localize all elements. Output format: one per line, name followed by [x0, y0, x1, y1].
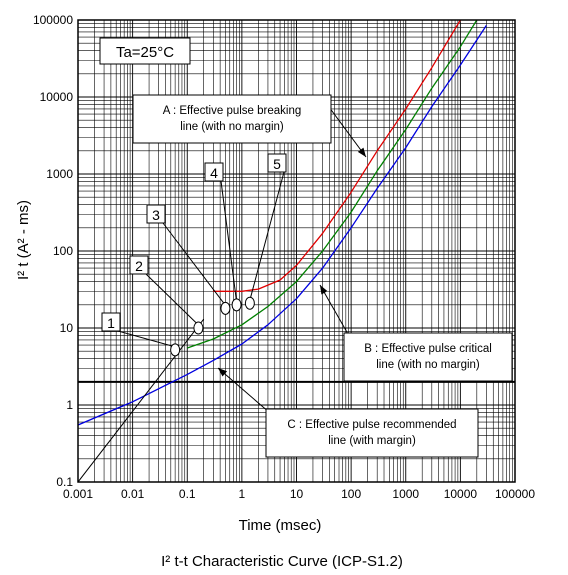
annotation-leader	[217, 367, 271, 414]
annotation-leader	[328, 106, 367, 158]
marker-box	[204, 162, 224, 182]
marker-leader	[220, 180, 238, 302]
series-group	[78, 20, 487, 482]
marker-label: 2	[135, 258, 143, 274]
annotation-text: B : Effective pulse critical	[364, 343, 492, 355]
x-tick-label: 0.01	[121, 487, 145, 501]
y-tick-label: 10	[60, 321, 74, 335]
marker-label: 4	[210, 165, 218, 181]
annotation-text: line (with no margin)	[376, 359, 480, 371]
marker-point	[231, 298, 242, 312]
y-tick-label: 1	[66, 398, 73, 412]
y-tick-label: 10000	[40, 90, 74, 104]
annotation-text: line (with no margin)	[180, 121, 284, 133]
annotation-arrowhead	[320, 285, 328, 295]
annotation-box	[343, 332, 513, 382]
annotation-text: C : Effective pulse recommended	[287, 419, 456, 431]
annotations-group: A : Effective pulse breaking line (with n…	[132, 94, 513, 458]
x-tick-label: 1	[239, 487, 246, 501]
marker-box	[146, 204, 166, 224]
condition-box-rect	[99, 37, 191, 65]
chart-title: I² t-t Characteristic Curve (ICP-S1.2)	[161, 553, 403, 570]
series-line-b	[187, 20, 478, 349]
annotation-box	[132, 94, 332, 144]
marker-point	[220, 301, 231, 315]
y-axis-label: I² t (A² - ms)	[15, 200, 32, 280]
marker-leader	[145, 273, 199, 326]
series-line-c	[78, 25, 487, 426]
annotation-text: A : Effective pulse breaking	[163, 105, 302, 117]
x-axis-ticks: 0.001 0.01 0.1 1 10 100 1000 10000 100000	[63, 487, 535, 501]
condition-box: Ta=25°C	[99, 37, 191, 65]
x-tick-label: 10	[290, 487, 304, 501]
marker-point	[193, 321, 204, 335]
marker-point	[170, 343, 181, 357]
y-tick-label: 1000	[46, 167, 73, 181]
marker-box	[129, 255, 149, 275]
condition-text: Ta=25°C	[116, 44, 174, 61]
marker-box	[267, 153, 287, 173]
y-tick-label: 100	[53, 244, 73, 258]
x-tick-label: 0.001	[63, 487, 93, 501]
marker-leader	[249, 171, 285, 301]
marker-point	[244, 296, 255, 310]
marker-label: 3	[152, 207, 160, 223]
diagonal-line	[78, 318, 205, 482]
annotation-box	[265, 408, 479, 458]
x-tick-label: 10000	[444, 487, 478, 501]
annotation-arrowhead	[357, 147, 366, 157]
plot-frame	[77, 19, 516, 483]
x-axis-label: Time (msec)	[239, 517, 322, 534]
x-tick-label: 100000	[495, 487, 535, 501]
marker-leader	[117, 330, 176, 348]
marker-box	[101, 312, 121, 332]
annotation-leader	[319, 284, 353, 342]
x-tick-label: 1000	[392, 487, 419, 501]
markers-group: 1 2 3 4 5	[101, 153, 287, 357]
marker-leader	[162, 222, 226, 306]
x-tick-label: 100	[341, 487, 361, 501]
y-axis-ticks: 0.1 1 10 100 1000 10000 100000	[33, 13, 73, 489]
marker-label: 5	[273, 156, 281, 172]
annotation-arrowhead	[218, 368, 228, 377]
plot-border	[77, 19, 516, 483]
annotation-text: line (with margin)	[328, 435, 416, 447]
y-tick-label: 0.1	[56, 475, 73, 489]
y-tick-label: 100000	[33, 13, 73, 27]
marker-label: 1	[107, 315, 115, 331]
x-tick-label: 0.1	[179, 487, 196, 501]
